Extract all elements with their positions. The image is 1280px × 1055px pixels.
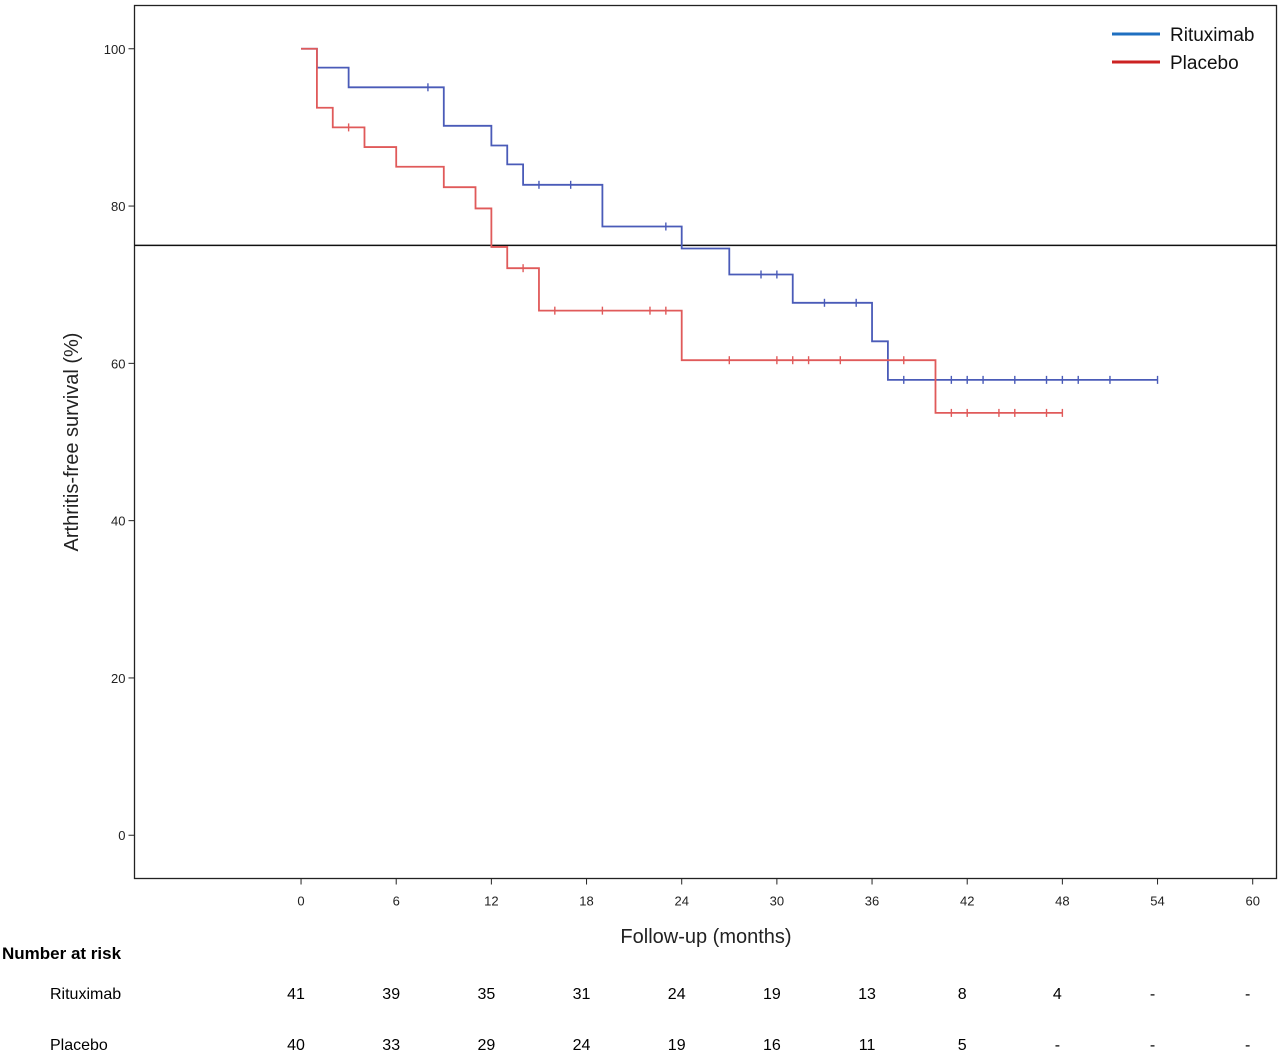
risk-row-label-placebo: Placebo bbox=[50, 1037, 108, 1054]
risk-value-placebo-3: 24 bbox=[573, 1037, 591, 1054]
x-tick-label-42: 42 bbox=[960, 894, 974, 909]
risk-value-placebo-4: 19 bbox=[668, 1037, 686, 1054]
risk-value-placebo-10: - bbox=[1245, 1037, 1250, 1054]
risk-value-rituximab-10: - bbox=[1245, 986, 1250, 1003]
y-axis: 0 20 40 60 80 100 bbox=[104, 42, 135, 843]
plot-frame bbox=[133, 4, 1278, 880]
risk-value-placebo-7: 5 bbox=[958, 1037, 967, 1054]
risk-table-title: Number at risk bbox=[2, 944, 122, 963]
series-line-rituximab bbox=[301, 47, 1158, 381]
risk-values: 41 39 35 31 24 19 13 8 4 - - 40 33 29 24 19 16 11 5 - - - bbox=[287, 986, 1250, 1054]
y-tick-label-60: 60 bbox=[111, 356, 125, 371]
legend-label-rituximab: Rituximab bbox=[1170, 25, 1254, 46]
x-tick-label-6: 6 bbox=[393, 894, 400, 909]
risk-value-rituximab-2: 35 bbox=[477, 986, 495, 1003]
x-axis-title: Follow-up (months) bbox=[620, 926, 791, 948]
risk-value-placebo-9: - bbox=[1150, 1037, 1155, 1054]
x-tick-label-12: 12 bbox=[484, 894, 498, 909]
y-tick-label-20: 20 bbox=[111, 671, 125, 686]
x-tick-label-24: 24 bbox=[674, 894, 688, 909]
risk-value-rituximab-1: 39 bbox=[382, 986, 400, 1003]
risk-value-rituximab-7: 8 bbox=[958, 986, 967, 1003]
risk-value-placebo-0: 40 bbox=[287, 1037, 305, 1054]
risk-value-rituximab-6: 13 bbox=[858, 986, 876, 1003]
risk-value-placebo-8: - bbox=[1055, 1037, 1060, 1054]
x-tick-label-36: 36 bbox=[865, 894, 879, 909]
legend: Rituximab Placebo bbox=[1112, 25, 1254, 74]
x-tick-label-18: 18 bbox=[579, 894, 593, 909]
series-layer bbox=[301, 47, 1159, 417]
risk-value-rituximab-0: 41 bbox=[287, 986, 305, 1003]
legend-label-placebo: Placebo bbox=[1170, 53, 1239, 74]
risk-value-rituximab-9: - bbox=[1150, 986, 1155, 1003]
x-tick-label-48: 48 bbox=[1055, 894, 1069, 909]
risk-row-label-rituximab: Rituximab bbox=[50, 986, 121, 1003]
x-tick-label-60: 60 bbox=[1245, 894, 1259, 909]
risk-value-placebo-1: 33 bbox=[382, 1037, 400, 1054]
y-axis-title: Arthritis-free survival (%) bbox=[61, 333, 83, 552]
risk-value-placebo-2: 29 bbox=[477, 1037, 495, 1054]
risk-value-placebo-6: 11 bbox=[859, 1037, 876, 1054]
y-tick-label-40: 40 bbox=[111, 514, 125, 529]
series-line-placebo bbox=[301, 47, 1063, 414]
risk-value-rituximab-4: 24 bbox=[668, 986, 686, 1003]
risk-value-rituximab-5: 19 bbox=[763, 986, 781, 1003]
y-tick-label-0: 0 bbox=[118, 828, 125, 843]
x-axis: 0 6 12 18 24 30 36 42 48 54 60 bbox=[297, 878, 1260, 909]
y-tick-label-80: 80 bbox=[111, 199, 125, 214]
x-tick-label-0: 0 bbox=[297, 894, 304, 909]
x-tick-label-54: 54 bbox=[1150, 894, 1164, 909]
risk-value-rituximab-3: 31 bbox=[573, 986, 591, 1003]
risk-value-placebo-5: 16 bbox=[763, 1037, 781, 1054]
x-tick-label-30: 30 bbox=[770, 894, 784, 909]
risk-value-rituximab-8: 4 bbox=[1053, 986, 1062, 1003]
y-tick-label-100: 100 bbox=[104, 42, 126, 57]
